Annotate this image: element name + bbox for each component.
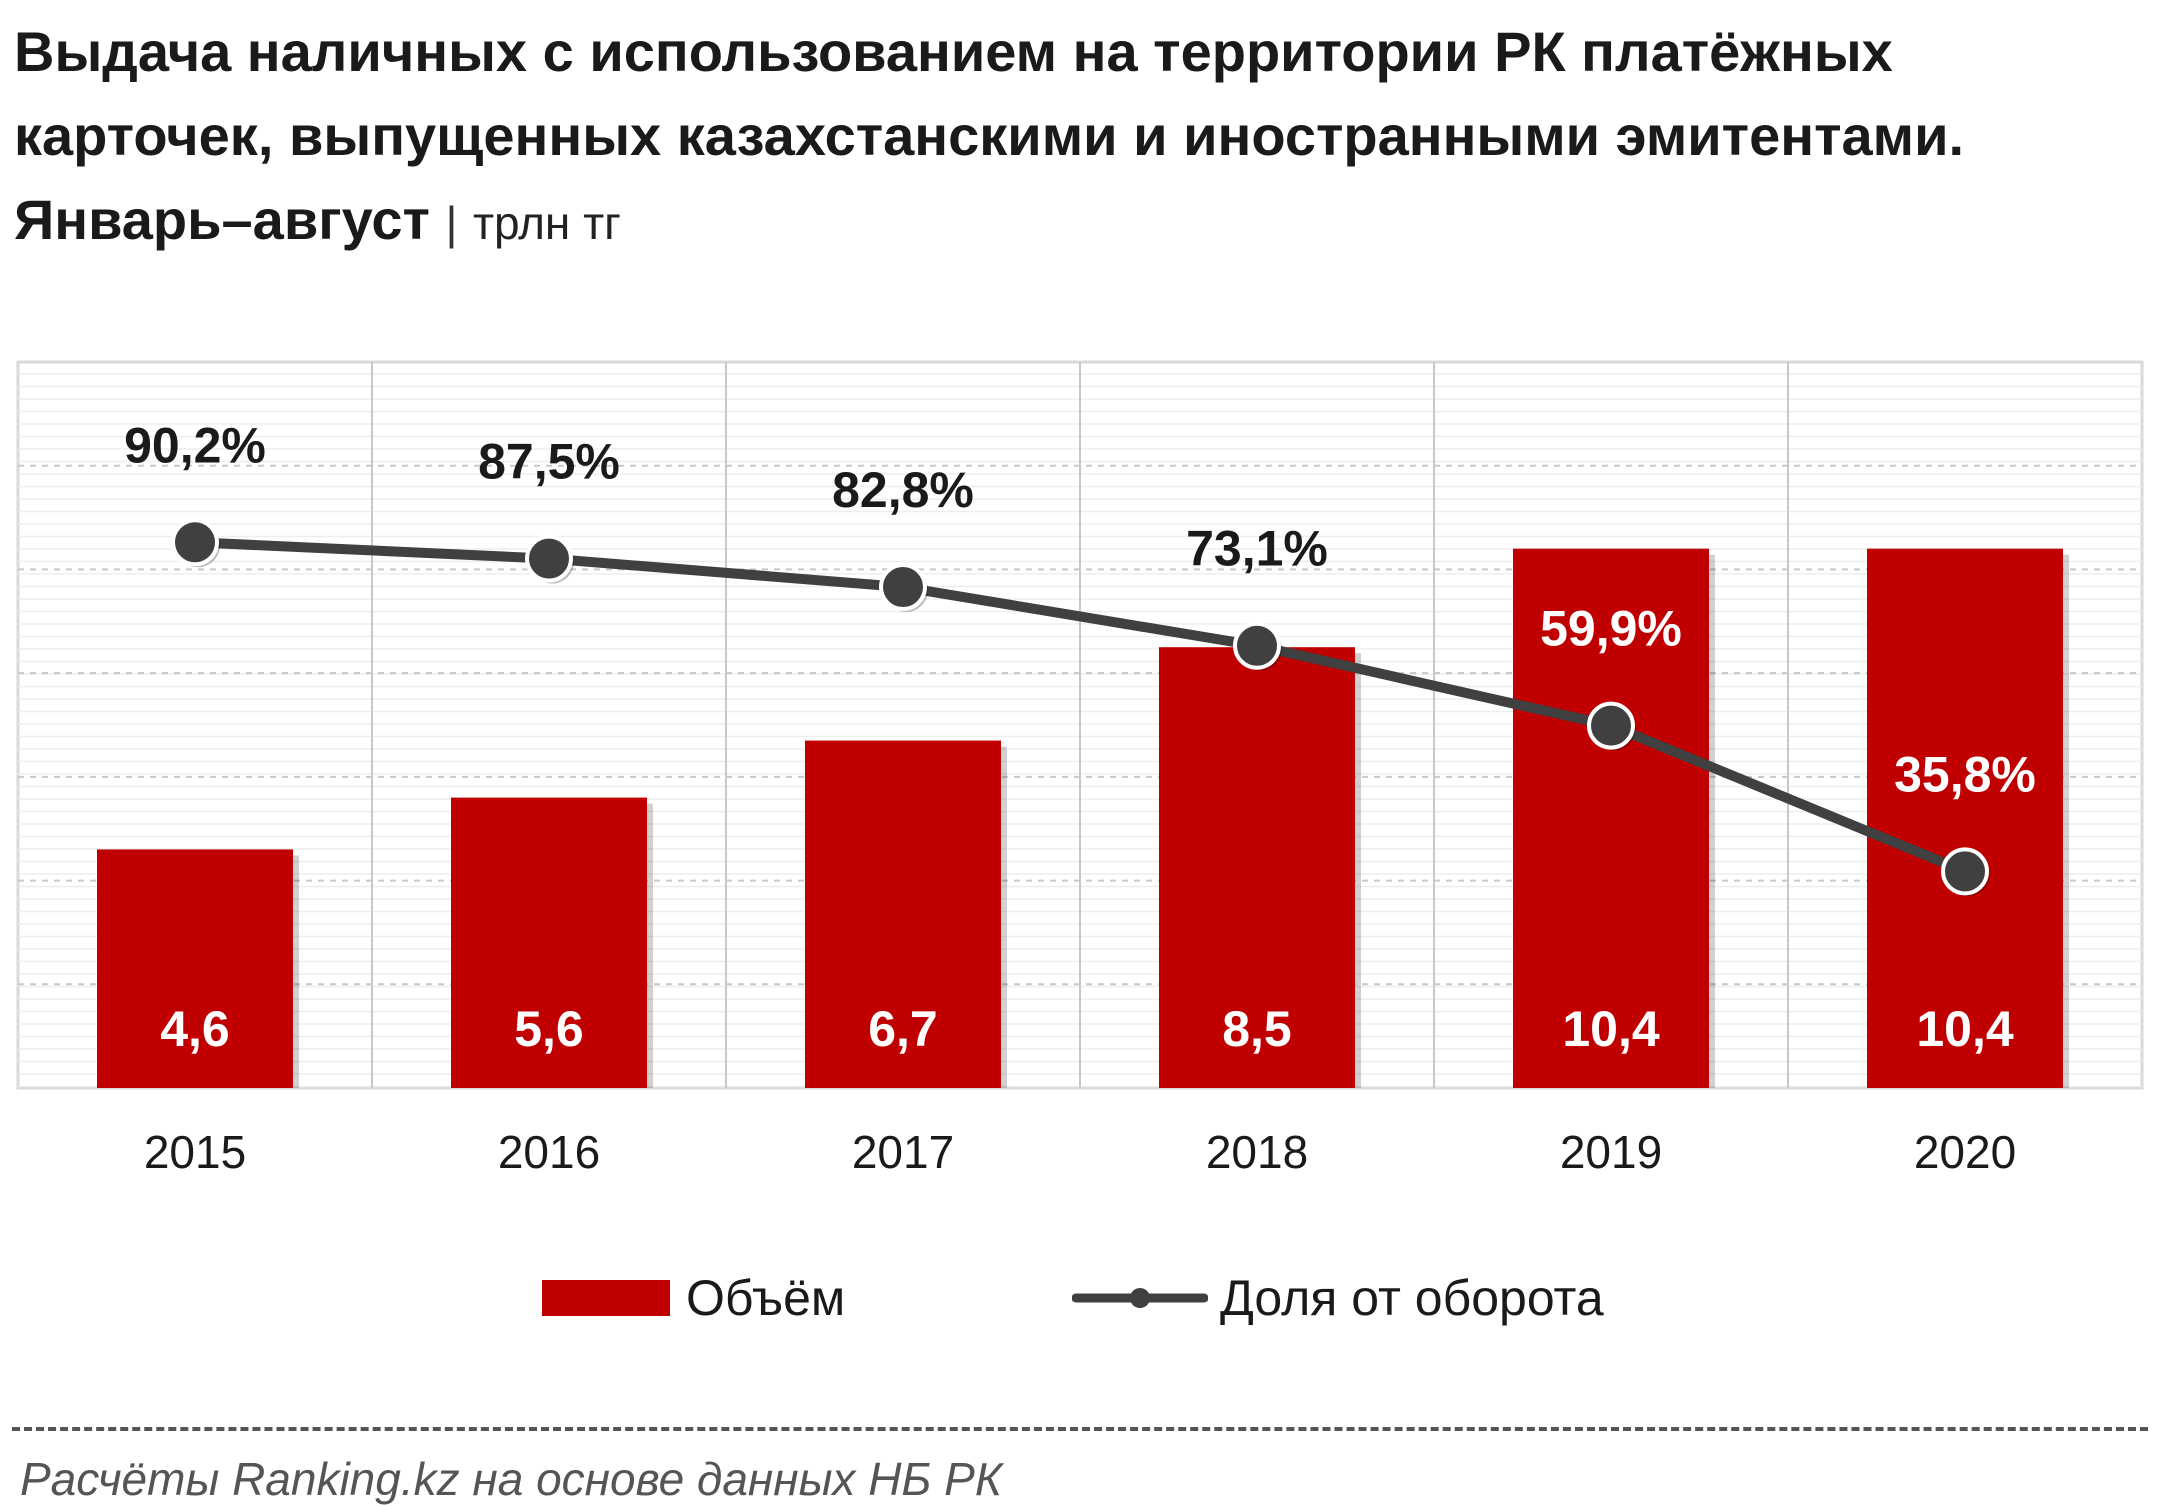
- combo-chart: 4,6 5,6 6,7 8,5 10,4 10,4 90,2% 87,5% 82,8% 73,1%…: [16, 360, 2144, 1178]
- bar-value-label: 10,4: [1916, 1001, 2014, 1057]
- x-tick-label: 2015: [144, 1126, 246, 1178]
- legend-item-volume: Объём: [542, 1258, 845, 1338]
- chart-legend: Объём Доля от оборота: [0, 1258, 2160, 1338]
- share-value-label: 35,8%: [1894, 746, 2036, 802]
- share-value-label: 73,1%: [1186, 521, 1328, 577]
- share-value-label: 87,5%: [478, 434, 620, 490]
- title-unit: трлн тг: [472, 197, 621, 249]
- title-separator: |: [445, 197, 458, 249]
- x-tick-label: 2016: [498, 1126, 600, 1178]
- bar-value-label: 4,6: [160, 1001, 230, 1057]
- legend-label-volume: Объём: [686, 1270, 846, 1326]
- title-line-1: Выдача наличных с использованием на терр…: [14, 20, 1893, 83]
- source-note: Расчёты Ranking.kz на основе данных НБ Р…: [20, 1453, 1002, 1505]
- x-tick-label: 2019: [1560, 1126, 1662, 1178]
- share-marker: [1587, 701, 1635, 750]
- x-tick-label: 2017: [852, 1126, 954, 1178]
- bar-value-label: 5,6: [514, 1001, 584, 1057]
- share-marker: [525, 534, 573, 583]
- bar-value-label: 6,7: [868, 1001, 938, 1057]
- x-tick-label: 2020: [1914, 1126, 2016, 1178]
- bar: [97, 849, 293, 1088]
- bar: [1513, 548, 1709, 1088]
- title-period: Январь–август: [14, 188, 430, 251]
- title-line-2: карточек, выпущенных казахстанскими и ин…: [14, 104, 1965, 167]
- bar: [1867, 548, 2063, 1088]
- bar: [1159, 647, 1355, 1088]
- legend-line-swatch: [1072, 1288, 1208, 1308]
- bar-value-label: 10,4: [1562, 1001, 1660, 1057]
- share-marker: [171, 518, 219, 567]
- bar-value-label: 8,5: [1222, 1001, 1292, 1057]
- title-line-3: Январь–август | трлн тг: [14, 178, 2144, 265]
- bar: [805, 740, 1001, 1088]
- source-divider: [12, 1427, 2148, 1431]
- chart-title: Выдача наличных с использованием на терр…: [14, 10, 2144, 265]
- share-value-label: 59,9%: [1540, 601, 1682, 657]
- share-line: [190, 537, 1970, 877]
- legend-label-share: Доля от оборота: [1220, 1270, 1604, 1326]
- share-value-label: 90,2%: [124, 417, 266, 473]
- legend-item-share: Доля от оборота: [1072, 1258, 1604, 1338]
- x-tick-label: 2018: [1206, 1126, 1308, 1178]
- share-marker: [1941, 847, 1989, 896]
- share-marker: [1233, 621, 1281, 670]
- share-value-label: 82,8%: [832, 462, 974, 518]
- legend-bar-swatch: [542, 1280, 670, 1316]
- share-marker: [879, 563, 927, 612]
- bar: [451, 797, 647, 1088]
